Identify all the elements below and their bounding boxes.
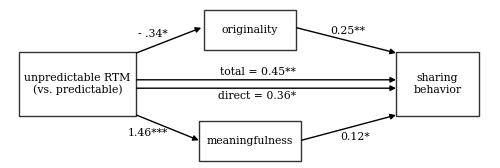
Text: unpredictable RTM
(vs. predictable): unpredictable RTM (vs. predictable) [24,73,130,95]
Text: 0.12*: 0.12* [340,132,370,142]
Text: originality: originality [222,25,278,35]
Text: 1.46***: 1.46*** [128,128,168,138]
FancyBboxPatch shape [204,10,296,50]
Text: total = 0.45**: total = 0.45** [220,67,296,77]
Text: 0.25**: 0.25** [330,26,365,36]
Text: meaningfulness: meaningfulness [207,136,293,146]
FancyBboxPatch shape [396,52,479,116]
FancyBboxPatch shape [19,52,136,116]
Text: sharing
behavior: sharing behavior [414,73,462,95]
FancyBboxPatch shape [199,121,301,161]
Text: - .34*: - .34* [138,29,168,39]
Text: direct = 0.36*: direct = 0.36* [218,91,296,101]
